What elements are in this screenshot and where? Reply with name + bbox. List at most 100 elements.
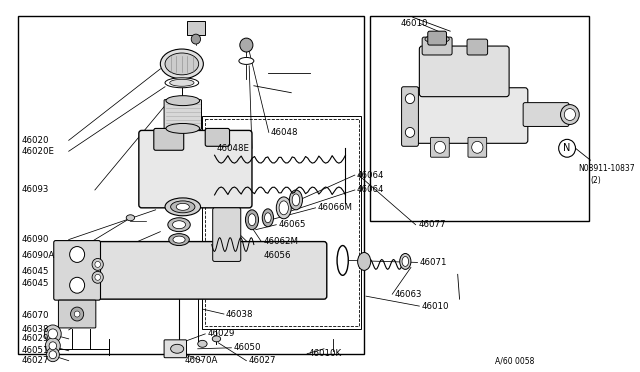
Text: 46065: 46065 — [278, 220, 306, 229]
Ellipse shape — [173, 221, 186, 229]
FancyBboxPatch shape — [205, 128, 230, 146]
Circle shape — [435, 141, 445, 153]
Circle shape — [561, 105, 579, 125]
Text: 46010K: 46010K — [309, 349, 342, 358]
Text: 46050: 46050 — [233, 343, 260, 352]
Text: 46066M: 46066M — [317, 203, 353, 212]
Text: 46090: 46090 — [22, 235, 49, 244]
FancyBboxPatch shape — [54, 241, 100, 300]
FancyBboxPatch shape — [164, 100, 202, 129]
Ellipse shape — [264, 213, 271, 223]
Ellipse shape — [126, 215, 134, 221]
Circle shape — [405, 94, 415, 104]
Ellipse shape — [289, 190, 303, 210]
FancyBboxPatch shape — [212, 208, 241, 262]
Text: A/60 0058: A/60 0058 — [495, 356, 534, 365]
Ellipse shape — [171, 344, 184, 353]
FancyBboxPatch shape — [401, 87, 419, 146]
FancyBboxPatch shape — [139, 131, 252, 208]
Ellipse shape — [337, 246, 348, 275]
FancyBboxPatch shape — [428, 31, 447, 45]
Circle shape — [95, 262, 100, 267]
FancyBboxPatch shape — [419, 46, 509, 97]
Ellipse shape — [173, 236, 185, 243]
Text: 46038: 46038 — [22, 326, 49, 334]
Circle shape — [70, 277, 84, 293]
FancyBboxPatch shape — [154, 128, 184, 150]
Ellipse shape — [248, 214, 256, 226]
FancyBboxPatch shape — [58, 300, 96, 328]
FancyBboxPatch shape — [164, 340, 186, 358]
Ellipse shape — [276, 197, 291, 219]
Text: (2): (2) — [591, 176, 601, 185]
Text: 46062M: 46062M — [263, 237, 298, 246]
Ellipse shape — [292, 194, 300, 206]
Text: 46051: 46051 — [22, 346, 49, 355]
Text: 46093: 46093 — [22, 186, 49, 195]
Circle shape — [44, 325, 61, 343]
Ellipse shape — [171, 201, 195, 213]
Ellipse shape — [168, 218, 190, 232]
Ellipse shape — [425, 35, 449, 43]
Text: N08911-10837: N08911-10837 — [579, 164, 635, 173]
Ellipse shape — [262, 209, 273, 227]
Circle shape — [559, 140, 575, 157]
Circle shape — [92, 259, 103, 270]
Ellipse shape — [176, 203, 189, 210]
Text: 46056: 46056 — [263, 251, 291, 260]
Ellipse shape — [165, 53, 198, 75]
Circle shape — [45, 338, 60, 354]
Text: 46038: 46038 — [226, 310, 253, 318]
Text: 46070: 46070 — [22, 311, 49, 320]
Ellipse shape — [198, 340, 207, 347]
Text: 46045: 46045 — [22, 279, 49, 288]
Text: 46063: 46063 — [394, 290, 422, 299]
Text: 46027: 46027 — [248, 356, 276, 365]
Ellipse shape — [170, 79, 194, 86]
Text: N: N — [563, 143, 571, 153]
FancyBboxPatch shape — [467, 39, 488, 55]
Bar — [186, 21, 205, 35]
FancyBboxPatch shape — [410, 88, 528, 143]
Circle shape — [49, 351, 56, 359]
Ellipse shape — [212, 336, 221, 342]
Ellipse shape — [169, 234, 189, 246]
Circle shape — [48, 329, 58, 339]
Text: 46048: 46048 — [271, 128, 298, 137]
Text: 46048E: 46048E — [216, 144, 250, 153]
Text: 46077: 46077 — [419, 220, 446, 229]
Text: 46090A: 46090A — [22, 251, 55, 260]
Text: 46064: 46064 — [356, 186, 384, 195]
FancyBboxPatch shape — [468, 137, 486, 157]
FancyBboxPatch shape — [422, 37, 452, 55]
Ellipse shape — [166, 96, 200, 106]
Text: 46010: 46010 — [421, 302, 449, 311]
Ellipse shape — [400, 253, 411, 269]
Circle shape — [472, 141, 483, 153]
Bar — [205, 119, 358, 326]
FancyBboxPatch shape — [523, 103, 569, 126]
Text: 46071: 46071 — [419, 258, 447, 267]
Circle shape — [405, 128, 415, 137]
Text: 46020E: 46020E — [22, 147, 55, 156]
Text: 46020: 46020 — [22, 136, 49, 145]
Ellipse shape — [245, 210, 259, 230]
Ellipse shape — [279, 201, 289, 215]
Ellipse shape — [165, 78, 198, 88]
Ellipse shape — [239, 57, 254, 64]
Text: 46070A: 46070A — [185, 356, 218, 365]
Circle shape — [46, 348, 60, 362]
Circle shape — [70, 307, 84, 321]
Circle shape — [74, 311, 80, 317]
Circle shape — [564, 109, 575, 121]
Circle shape — [191, 34, 200, 44]
Text: 46064: 46064 — [356, 171, 384, 180]
Ellipse shape — [166, 124, 200, 134]
Text: 46010: 46010 — [401, 19, 428, 28]
Ellipse shape — [161, 49, 204, 79]
Ellipse shape — [358, 253, 371, 270]
Circle shape — [49, 342, 56, 350]
Ellipse shape — [165, 198, 200, 216]
Ellipse shape — [402, 256, 408, 266]
Text: 46029: 46029 — [207, 329, 234, 339]
